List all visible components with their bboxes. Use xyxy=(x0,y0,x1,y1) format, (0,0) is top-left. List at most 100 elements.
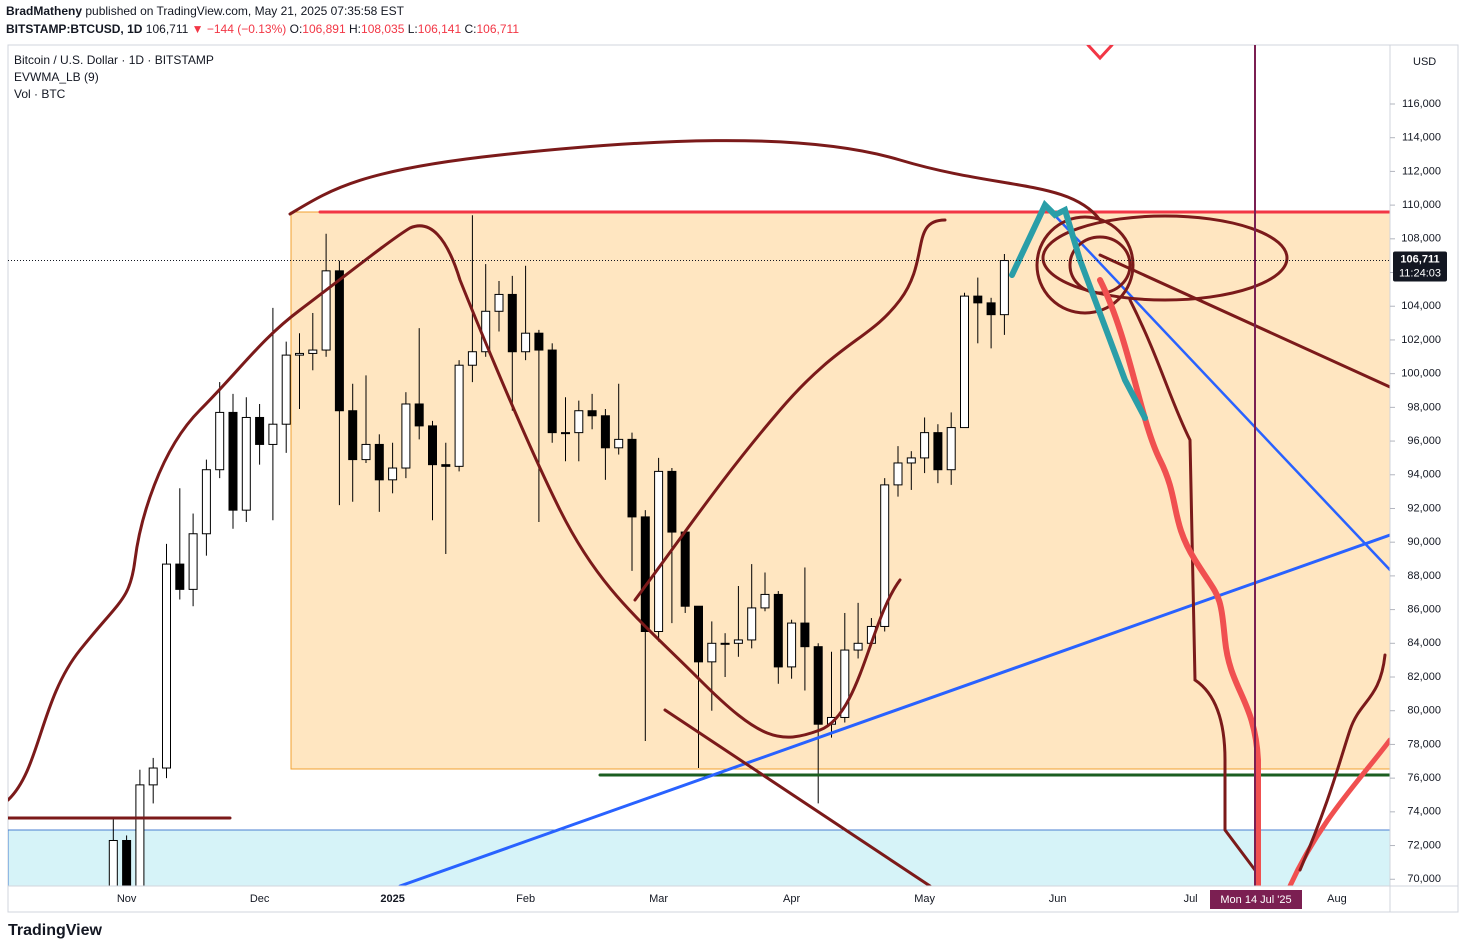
candle-body xyxy=(773,593,783,668)
ohlc-label: C: xyxy=(464,22,477,36)
candle-body xyxy=(760,593,770,609)
candle-body xyxy=(148,767,158,786)
candle-body xyxy=(162,563,171,769)
y-tick-label: 90,000 xyxy=(1407,536,1441,548)
projection xyxy=(1287,737,1390,886)
candle-body xyxy=(640,516,650,633)
trend-line xyxy=(663,708,932,886)
ohlc-label: H: xyxy=(349,22,362,36)
candle-body xyxy=(547,349,557,434)
candle-body xyxy=(454,364,464,467)
legend-entry: Vol · BTC xyxy=(14,87,66,101)
ohlc-value: 108,035 xyxy=(361,22,405,36)
countdown: 11:24:03 xyxy=(1399,267,1441,279)
y-tick-label: 74,000 xyxy=(1407,806,1441,818)
drawings-back xyxy=(8,211,1390,886)
y-tick-label: 80,000 xyxy=(1407,705,1441,717)
candle-body xyxy=(694,605,703,663)
x-tick-label: Feb xyxy=(516,893,535,905)
candle-body xyxy=(654,470,664,633)
y-tick-label: 108,000 xyxy=(1401,233,1441,245)
candle-body xyxy=(906,457,916,464)
x-tick-label: Dec xyxy=(250,893,270,905)
candle-body xyxy=(973,295,983,304)
candle-body xyxy=(388,467,398,481)
candle-body xyxy=(840,649,850,718)
candle-body xyxy=(747,607,757,641)
candle-body xyxy=(428,425,437,466)
y-tick-label: 94,000 xyxy=(1407,469,1441,481)
x-tick-label: Aug xyxy=(1327,893,1347,905)
candle-body xyxy=(933,432,943,471)
candle-body xyxy=(441,464,451,467)
candle-body xyxy=(374,443,384,481)
range-box xyxy=(290,211,1390,770)
y-tick-label: 100,000 xyxy=(1401,368,1441,380)
y-tick-label: 102,000 xyxy=(1401,334,1441,346)
path-projection xyxy=(1009,199,1148,421)
y-tick-label: 88,000 xyxy=(1407,570,1441,582)
candle-body xyxy=(175,563,185,590)
candle-body xyxy=(999,260,1009,316)
marker xyxy=(1086,45,1114,61)
candle-body xyxy=(920,432,930,459)
trend-line xyxy=(1098,253,1390,389)
candle-body xyxy=(680,531,690,607)
y-tick-label: 84,000 xyxy=(1407,637,1441,649)
x-tick-label: Apr xyxy=(783,893,800,905)
candle-body xyxy=(414,403,424,427)
x-tick-label: May xyxy=(914,893,935,905)
y-tick-label: 104,000 xyxy=(1401,300,1441,312)
last: 106,711 xyxy=(145,22,189,36)
candle-body xyxy=(334,270,344,412)
legend-entry: Bitcoin / U.S. Dollar · 1D · BITSTAMP xyxy=(14,53,214,67)
x-tick-label: Jul xyxy=(1184,893,1198,905)
candle-body xyxy=(494,293,504,312)
candle-body xyxy=(481,310,491,353)
y-tick-label: 70,000 xyxy=(1407,873,1441,885)
candle-body xyxy=(255,416,265,445)
candle-body xyxy=(986,302,996,316)
x-tick-label: Nov xyxy=(117,893,137,905)
y-tick-label: 98,000 xyxy=(1407,401,1441,413)
candle-body xyxy=(561,432,570,435)
zone xyxy=(8,829,1390,886)
candle-body xyxy=(348,410,358,461)
candle-body xyxy=(521,332,531,353)
candle-body xyxy=(960,295,969,429)
ohlc-value: 106,711 xyxy=(476,22,520,36)
ohlc-label: L: xyxy=(407,22,418,36)
ohlc-label: O: xyxy=(289,22,303,36)
candle-body xyxy=(281,354,291,425)
candle-body xyxy=(108,839,118,886)
candle-body xyxy=(667,470,677,533)
circle xyxy=(1068,235,1132,295)
y-tick-label: 92,000 xyxy=(1407,502,1441,514)
ohlc-value: 106,891 xyxy=(302,22,346,36)
last-price-box xyxy=(1393,251,1447,282)
candle-body xyxy=(733,639,743,644)
candle-body xyxy=(122,839,132,886)
candle-body xyxy=(534,332,544,351)
circle xyxy=(1041,214,1289,302)
drawings xyxy=(8,45,1390,886)
header-line-1: BradMatheny published on TradingView.com… xyxy=(6,4,404,18)
candle-body xyxy=(574,410,584,434)
candle-body xyxy=(880,484,890,627)
y-tick-label: 76,000 xyxy=(1407,772,1441,784)
trend-line xyxy=(1043,203,1390,572)
candle-body xyxy=(228,411,238,511)
curve xyxy=(1128,298,1257,872)
x-tick-label: 2025 xyxy=(380,893,404,905)
candle-body xyxy=(946,427,956,471)
candle-body xyxy=(467,351,477,366)
candle-body xyxy=(707,642,717,663)
circle xyxy=(1035,215,1135,315)
ohlc: O:106,891 H:108,035 L:106,141 C:106,711 xyxy=(290,22,519,36)
symbol: BITSTAMP:BTCUSD, 1D xyxy=(6,22,143,36)
candle-body xyxy=(361,443,371,461)
curve xyxy=(8,224,902,802)
candle-body xyxy=(241,416,251,511)
curve xyxy=(1298,653,1387,872)
